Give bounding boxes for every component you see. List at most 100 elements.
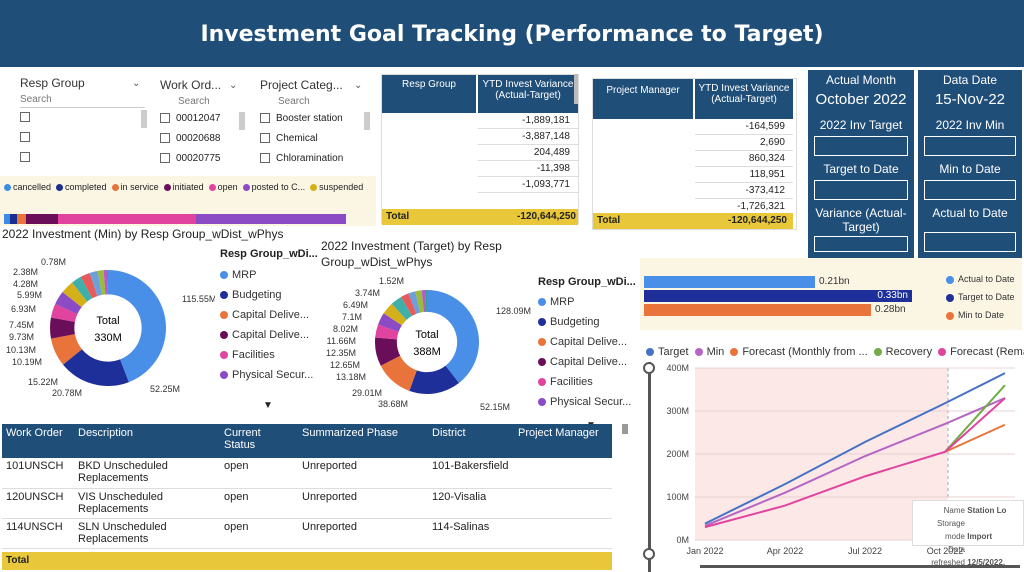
column-header[interactable]: Work Order — [2, 424, 74, 458]
legend-item[interactable]: Physical Secur... — [538, 392, 631, 412]
legend-item[interactable]: Min to Date — [946, 306, 1015, 324]
donut-slice[interactable] — [72, 276, 93, 302]
bar-summary-chart[interactable]: 0.21bn 0.33bn 0.28bn — [644, 276, 944, 322]
work-order-slicer[interactable]: Work Ord... Search 00012047 00020688 000… — [160, 78, 245, 169]
donut-slice[interactable] — [80, 272, 98, 299]
project-category-slicer[interactable]: Project Categ... Search Booster station … — [260, 78, 370, 169]
search-input[interactable]: Search — [20, 94, 145, 108]
scrollbar[interactable] — [364, 112, 370, 130]
donut-slice[interactable] — [415, 290, 424, 313]
slicer-option[interactable]: Chemical — [260, 129, 370, 149]
status-segment[interactable] — [4, 214, 11, 224]
donut-slice[interactable] — [55, 292, 82, 315]
status-segment[interactable] — [10, 214, 17, 224]
slicer-option[interactable]: 00012047 — [160, 109, 245, 129]
legend-item[interactable]: Forecast (Monthly from ... — [730, 346, 868, 358]
summary-bar[interactable]: 0.33bn — [644, 290, 912, 302]
table-row[interactable]: 114UNSCH SLN Unscheduled Replacements open… — [2, 518, 612, 549]
slicer-option[interactable]: Booster station — [260, 109, 370, 129]
donut-slice[interactable] — [391, 296, 413, 320]
donut-slice[interactable] — [380, 355, 417, 391]
status-segment[interactable] — [246, 214, 346, 224]
donut-slice[interactable] — [409, 365, 459, 394]
slicer-option[interactable] — [20, 148, 145, 168]
table-row[interactable]: 120UNSCH VIS Unscheduled Replacements open… — [2, 488, 612, 519]
column-header[interactable]: Project Manager — [514, 424, 612, 458]
range-slider[interactable] — [648, 362, 651, 572]
slider-handle[interactable] — [643, 548, 655, 560]
legend-item[interactable]: Min — [694, 346, 724, 358]
line-chart[interactable]: 0M 100M 200M 300M 400M Jan 2022 Apr 2022 Jul 20… — [655, 360, 1024, 560]
donut-slice[interactable] — [50, 304, 78, 322]
resp-group-slicer[interactable]: Resp Group Search — [20, 76, 145, 168]
donut-slice[interactable] — [50, 334, 82, 365]
legend-item[interactable]: posted to C... — [242, 182, 305, 192]
series-line[interactable] — [704, 372, 1006, 525]
chevron-down-icon[interactable]: ⌄ — [354, 80, 363, 91]
search-input[interactable]: Search — [178, 96, 210, 107]
legend-item[interactable]: initiated — [163, 182, 204, 192]
series-line[interactable] — [944, 423, 1006, 453]
column-header[interactable]: Current Status — [220, 424, 298, 458]
legend-item[interactable]: Target to Date — [946, 288, 1015, 306]
status-segment[interactable] — [26, 214, 58, 224]
legend-item[interactable]: Facilities — [538, 372, 631, 392]
column-header[interactable]: YTD Invest Variance (Actual-Target) — [695, 79, 793, 119]
donut-slice[interactable] — [425, 290, 427, 312]
column-header[interactable]: Project Manager — [593, 79, 693, 119]
donut-slice[interactable] — [377, 313, 402, 332]
donut-slice[interactable] — [383, 303, 407, 326]
donut-slice[interactable] — [97, 270, 106, 295]
donut-slice[interactable] — [421, 290, 427, 312]
legend-item[interactable]: MRP — [220, 265, 313, 285]
table-row[interactable]: 101UNSCH BKD Unscheduled Replacements open… — [2, 458, 612, 489]
donut-slice[interactable] — [375, 337, 401, 366]
legend-item[interactable]: Budgeting — [538, 312, 631, 332]
donut-slice[interactable] — [375, 324, 399, 340]
legend-item[interactable]: Capital Delive... — [220, 325, 313, 345]
scrollbar[interactable] — [622, 424, 628, 434]
donut-slice[interactable] — [401, 293, 417, 316]
scrollbar[interactable] — [574, 74, 578, 104]
legend-item[interactable]: suspended — [310, 182, 363, 192]
chevron-down-icon[interactable]: ⌄ — [229, 80, 238, 91]
column-header[interactable]: Description — [74, 424, 220, 458]
legend-item[interactable]: Forecast (Remaini... — [938, 346, 1024, 358]
slicer-option[interactable]: 00020775 — [160, 149, 245, 169]
legend-item[interactable]: Facilities — [220, 345, 313, 365]
legend-item[interactable]: Actual to Date — [946, 270, 1015, 288]
legend-item[interactable]: Recovery — [873, 346, 932, 358]
legend-item[interactable]: in service — [111, 182, 159, 192]
legend-item[interactable]: Target — [646, 346, 689, 358]
summary-bar[interactable]: 0.28bn — [644, 304, 906, 316]
column-header[interactable]: Summarized Phase — [298, 424, 428, 458]
column-header[interactable]: YTD Invest Variance (Actual-Target) — [478, 75, 578, 113]
donut-slice[interactable] — [106, 270, 108, 295]
series-line[interactable] — [704, 397, 1006, 527]
legend-item[interactable]: open — [208, 182, 238, 192]
chevron-down-icon[interactable]: ▼ — [263, 400, 273, 411]
donut-slice[interactable] — [427, 290, 480, 383]
slicer-option[interactable]: Chloramination — [260, 149, 370, 169]
chevron-down-icon[interactable]: ⌄ — [132, 78, 141, 89]
series-line[interactable] — [704, 397, 1006, 529]
column-header[interactable]: Resp Group — [382, 75, 476, 113]
column-header[interactable]: District — [428, 424, 514, 458]
legend-item[interactable]: completed — [56, 182, 107, 192]
scrollbar[interactable] — [239, 112, 245, 130]
slicer-option[interactable] — [20, 128, 145, 148]
donut-slice[interactable] — [49, 317, 75, 339]
status-stacked-bar[interactable] — [4, 214, 346, 224]
status-segment[interactable] — [195, 214, 247, 224]
donut-slice[interactable] — [62, 282, 88, 308]
range-slider-horizontal[interactable] — [700, 565, 1020, 568]
slicer-option[interactable]: 00020688 — [160, 129, 245, 149]
donut-slice[interactable] — [63, 349, 129, 386]
slicer-option[interactable] — [20, 108, 145, 128]
donut-slice[interactable] — [408, 291, 421, 314]
donut-slice[interactable] — [89, 270, 103, 297]
legend-item[interactable]: Budgeting — [220, 285, 313, 305]
donut-slice[interactable] — [103, 270, 108, 295]
summary-bar[interactable]: 0.21bn — [644, 276, 850, 288]
